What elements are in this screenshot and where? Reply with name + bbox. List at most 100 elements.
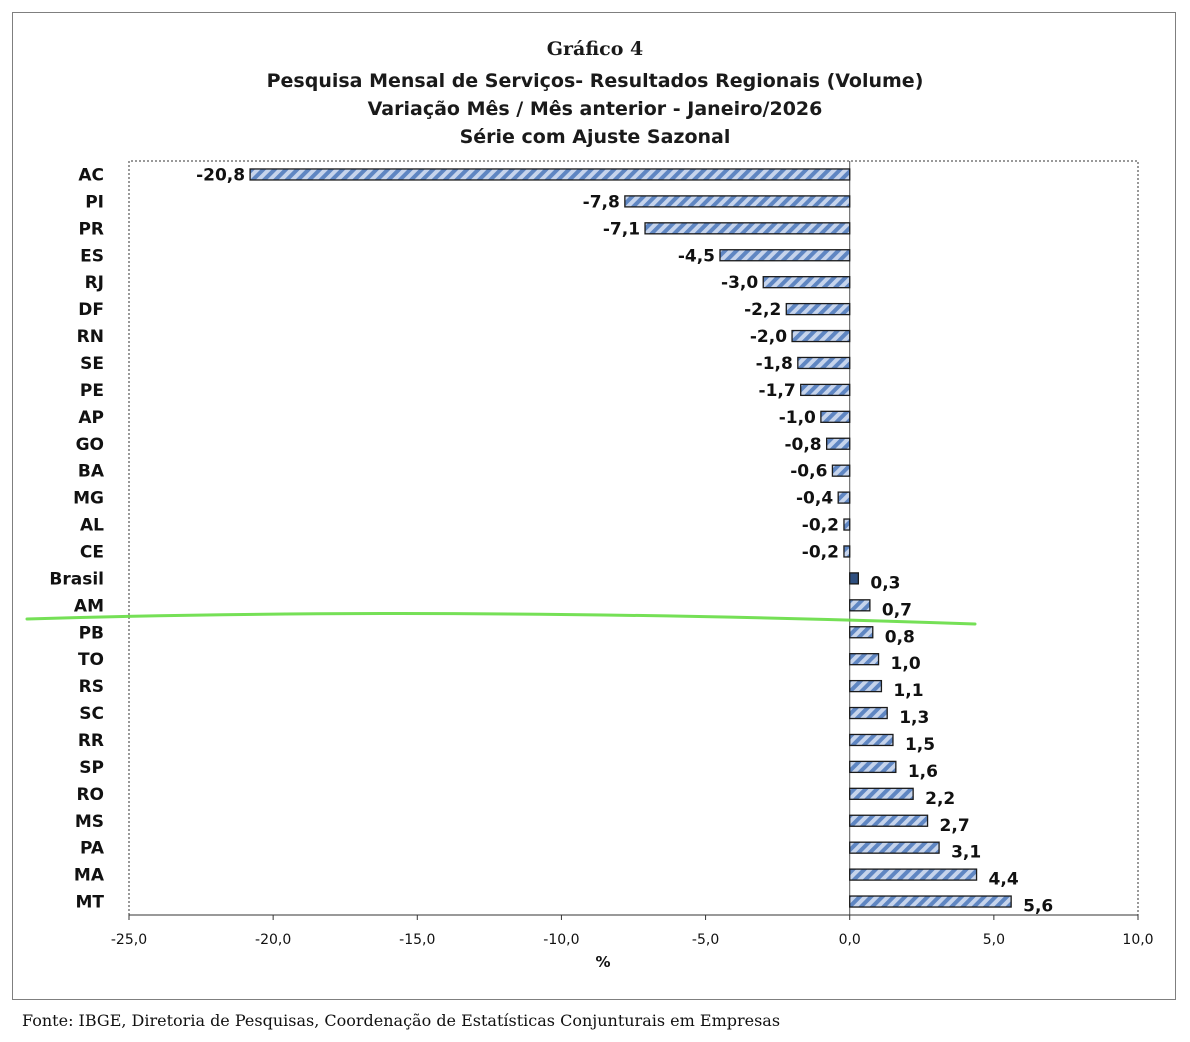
data-label-al: -0,2 — [802, 516, 839, 536]
chart-subtitle-1: Pesquisa Mensal de Serviços- Resultados … — [266, 70, 924, 92]
data-label-ac: -20,8 — [196, 165, 245, 185]
bar-al — [843, 518, 851, 531]
bar-rj — [762, 276, 851, 289]
category-label-am: AM — [74, 596, 104, 616]
category-label-se: SE — [80, 354, 104, 374]
category-label-pr: PR — [78, 219, 104, 239]
category-label-ac: AC — [78, 165, 104, 185]
category-label-sc: SC — [79, 704, 104, 724]
data-label-ba: -0,6 — [790, 462, 827, 482]
data-label-mg: -0,4 — [796, 489, 833, 509]
category-label-sp: SP — [79, 758, 104, 778]
category-label-pa: PA — [80, 839, 105, 859]
data-label-sp: 1,6 — [908, 762, 938, 782]
bar-sp — [849, 760, 897, 774]
category-label-ap: AP — [78, 408, 104, 428]
category-label-pb: PB — [79, 623, 104, 643]
category-label-pi: PI — [85, 192, 104, 212]
data-label-rn: -2,0 — [750, 327, 787, 347]
data-label-to: 1,0 — [891, 654, 921, 674]
bar-ma — [849, 868, 978, 881]
data-label-rr: 1,5 — [905, 735, 935, 755]
category-label-rs: RS — [79, 677, 104, 697]
bar-df — [785, 302, 851, 316]
data-label-go: -0,8 — [784, 435, 821, 455]
category-label-rn: RN — [77, 327, 104, 347]
category-label-rj: RJ — [85, 273, 104, 293]
category-label-df: DF — [78, 300, 104, 320]
bar-mt — [849, 895, 1012, 908]
bar-pi — [624, 195, 851, 208]
chart-subtitle-3: Série com Ajuste Sazonal — [459, 126, 731, 148]
data-label-am: 0,7 — [882, 600, 912, 620]
data-label-pe: -1,7 — [759, 381, 796, 401]
category-label-es: ES — [80, 246, 104, 266]
bar-brasil — [849, 572, 860, 585]
bar-sc — [849, 706, 888, 720]
source-note: Fonte: IBGE, Diretoria de Pesquisas, Coo… — [22, 1011, 781, 1030]
data-label-ro: 2,2 — [925, 789, 955, 809]
x-tick-label: 5,0 — [983, 932, 1005, 948]
bar-ac — [249, 168, 851, 181]
data-label-ap: -1,0 — [779, 408, 816, 428]
category-label-ma: MA — [74, 866, 105, 886]
plot-area-border — [128, 160, 1139, 915]
bar-rs — [849, 679, 883, 693]
chart-title: Gráfico 4 — [546, 38, 644, 60]
category-label-to: TO — [78, 650, 104, 670]
x-tick-label: -25,0 — [111, 932, 147, 948]
bar-ce — [843, 545, 851, 558]
data-label-pi: -7,8 — [583, 192, 620, 212]
x-tick-label: -15,0 — [399, 932, 435, 948]
chart-subtitle-2: Variação Mês / Mês anterior - Janeiro/20… — [367, 98, 823, 120]
x-tick-label: 0,0 — [839, 932, 861, 948]
annotation-line — [25, 612, 977, 626]
data-label-ma: 4,4 — [989, 870, 1019, 890]
bar-ms — [849, 814, 929, 827]
bar-pr — [644, 222, 851, 235]
category-label-brasil: Brasil — [49, 569, 104, 589]
category-label-ce: CE — [80, 542, 104, 562]
bar-am — [849, 599, 871, 612]
category-label-pe: PE — [80, 381, 104, 401]
category-label-mt: MT — [75, 893, 104, 913]
bar-pe — [800, 383, 851, 397]
category-label-mg: MG — [73, 489, 104, 509]
data-label-brasil: 0,3 — [870, 573, 900, 593]
bar-se — [797, 356, 851, 370]
data-label-pb: 0,8 — [885, 627, 915, 647]
x-tick-label: 10,0 — [1122, 932, 1153, 948]
bar-go — [826, 437, 851, 450]
data-label-pr: -7,1 — [603, 219, 640, 239]
data-label-mt: 5,6 — [1023, 897, 1053, 917]
bar-rr — [849, 733, 894, 747]
data-label-pa: 3,1 — [951, 843, 981, 863]
bar-mg — [837, 491, 851, 504]
bar-ba — [831, 464, 851, 477]
bar-ap — [820, 410, 851, 423]
bar-pa — [849, 841, 940, 854]
category-label-go: GO — [76, 435, 104, 455]
x-axis-label: % — [595, 953, 610, 971]
data-label-se: -1,8 — [756, 354, 793, 374]
x-tick-label: -10,0 — [543, 932, 579, 948]
data-label-rs: 1,1 — [893, 681, 923, 701]
x-tick-label: -20,0 — [255, 932, 291, 948]
data-label-es: -4,5 — [678, 246, 715, 266]
data-label-ce: -0,2 — [802, 542, 839, 562]
data-label-rj: -3,0 — [721, 273, 758, 293]
category-label-ba: BA — [78, 462, 105, 482]
bar-es — [719, 249, 851, 262]
chart-frame — [12, 12, 1176, 1000]
data-label-ms: 2,7 — [940, 816, 970, 836]
category-label-ms: MS — [75, 812, 104, 832]
bar-ro — [849, 787, 914, 800]
category-label-rr: RR — [78, 731, 104, 751]
data-label-df: -2,2 — [744, 300, 781, 320]
bar-to — [849, 653, 880, 666]
category-label-al: AL — [80, 516, 104, 536]
x-tick-label: -5,0 — [692, 932, 719, 948]
bar-rn — [791, 329, 851, 343]
data-label-sc: 1,3 — [899, 708, 929, 728]
